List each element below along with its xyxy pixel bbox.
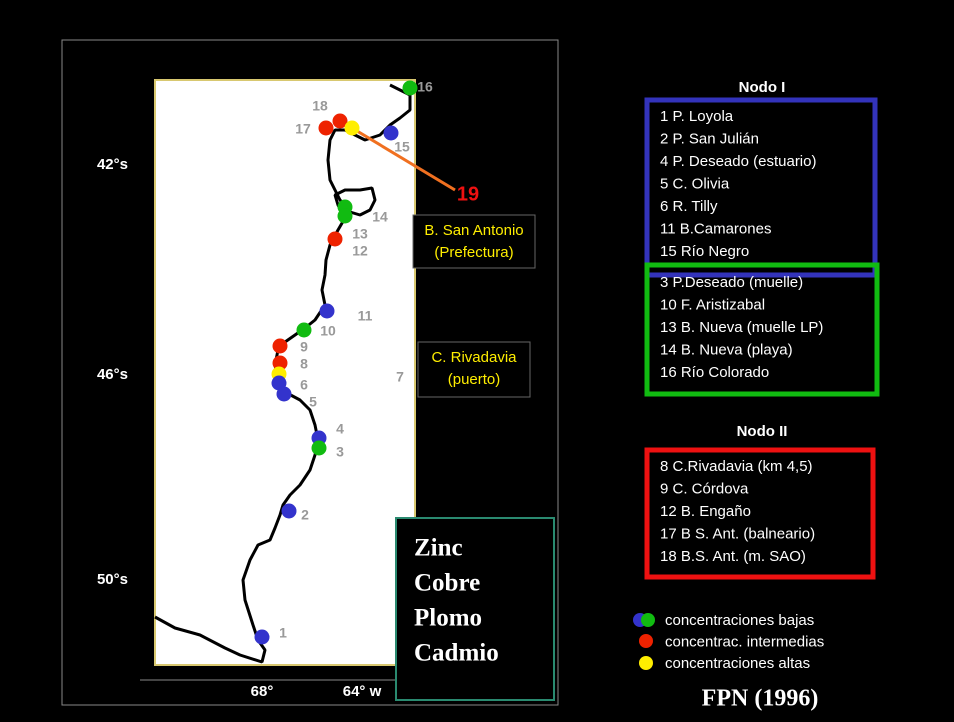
footer: FPN (1996): [702, 686, 819, 712]
station-label: 5: [309, 394, 317, 410]
node-box-red: [644, 447, 876, 580]
place-box: [417, 341, 531, 398]
latitude-label: 50°s: [97, 571, 128, 588]
station-label: 7: [396, 369, 404, 385]
station-dot: [276, 386, 292, 402]
map-frame: [61, 39, 559, 706]
pointer-line: [351, 126, 456, 192]
station-dot: [272, 355, 288, 371]
station-dot: [383, 125, 399, 141]
highlight-label: 19: [457, 183, 479, 205]
station-label: 15: [394, 139, 410, 155]
station-dot: [319, 303, 335, 319]
node-item: 13 B. Nueva (muelle LP): [660, 319, 823, 336]
station-dot: [318, 120, 334, 136]
latitude-label: 46°s: [97, 366, 128, 383]
node-item: 9 C. Córdova: [660, 480, 749, 497]
station-label: 4: [336, 421, 344, 437]
station-label: 8: [300, 356, 308, 372]
node-item: 3 P.Deseado (muelle): [660, 274, 803, 291]
metal-label: Plomo: [414, 605, 482, 632]
node-item: 10 F. Aristizabal: [660, 296, 765, 313]
place-label: C. Rivadavia: [431, 349, 517, 366]
place-label: B. San Antonio: [424, 222, 523, 239]
node-item: 4 P. Deseado (estuario): [660, 153, 816, 170]
node-item: 15 Río Negro: [660, 243, 749, 260]
node-item: 11 B.Camarones: [660, 220, 771, 237]
station-label: 18: [312, 98, 328, 114]
station-dot: [344, 120, 360, 136]
station-dot: [402, 80, 418, 96]
longitude-label: 64° w: [343, 683, 382, 700]
legend-dot: [639, 656, 653, 670]
station-dot: [272, 338, 288, 354]
node-item: 5 C. Olivia: [660, 175, 730, 192]
station-label: 13: [352, 226, 368, 242]
node-title: Nodo I: [739, 79, 786, 96]
node-item: 14 B. Nueva (playa): [660, 341, 793, 358]
station-label: 17: [295, 121, 311, 137]
node-item: 16 Río Colorado: [660, 364, 769, 381]
station-label: 3: [336, 444, 344, 460]
station-dot: [281, 503, 297, 519]
station-dot: [296, 322, 312, 338]
node-title: Nodo II: [737, 423, 788, 440]
legend-dot: [639, 634, 653, 648]
station-label: 14: [372, 209, 388, 225]
station-label: 1: [279, 625, 287, 641]
node-item: 18 B.S. Ant. (m. SAO): [660, 548, 806, 565]
station-dot: [311, 440, 327, 456]
legend-label: concentraciones altas: [665, 655, 810, 672]
metal-label: Cadmio: [414, 640, 499, 667]
station-label: 10: [320, 323, 336, 339]
node-item: 2 P. San Julián: [660, 130, 759, 147]
station-dot: [254, 629, 270, 645]
place-box: [412, 214, 536, 269]
longitude-label: 68°: [251, 683, 274, 700]
node-item: 6 R. Tilly: [660, 198, 718, 215]
node-box-green: [644, 262, 880, 397]
station-label: 6: [300, 377, 308, 393]
node-item: 17 B S. Ant. (balneario): [660, 525, 815, 542]
station-label: 9: [300, 339, 308, 355]
node-item: 12 B. Engaño: [660, 503, 751, 520]
legend-label: concentraciones bajas: [665, 612, 814, 629]
node-item: 8 C.Rivadavia (km 4,5): [660, 458, 813, 475]
station-label: 16: [417, 79, 433, 95]
metal-label: Cobre: [414, 570, 480, 597]
station-dot: [327, 231, 343, 247]
node-box-blue: [644, 97, 878, 278]
place-label: (Prefectura): [434, 244, 513, 261]
latitude-label: 42°s: [97, 156, 128, 173]
station-dot: [332, 113, 348, 129]
legend-label: concentrac. intermedias: [665, 633, 824, 650]
station-label: 11: [358, 308, 373, 324]
station-label: 12: [352, 243, 368, 259]
metals-box: [395, 517, 555, 701]
station-label: 2: [301, 507, 309, 523]
legend-dot: [641, 613, 655, 627]
coastline: [154, 83, 412, 664]
metal-label: Zinc: [414, 535, 463, 562]
station-dot: [337, 208, 353, 224]
node-item: 1 P. Loyola: [660, 108, 734, 125]
place-label: (puerto): [448, 371, 501, 388]
